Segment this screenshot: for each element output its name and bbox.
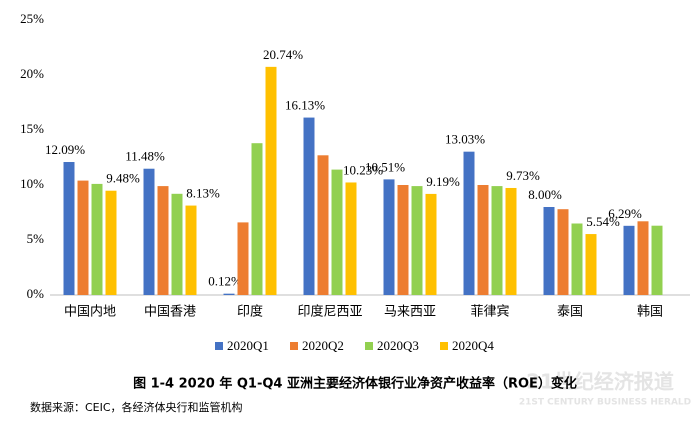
x-tick-label: 印度尼西亚	[297, 304, 362, 320]
chart-title: 图 1-4 2020 年 Q1-Q4 亚洲主要经济体银行业净资产收益率（ROE）…	[133, 376, 577, 392]
legend-label: 2020Q4	[452, 338, 494, 353]
data-label: 8.00%	[528, 187, 562, 202]
bar	[265, 66, 277, 295]
x-tick-label: 菲律宾	[470, 304, 509, 320]
bar	[651, 225, 663, 295]
bar	[63, 162, 75, 295]
bar	[317, 155, 329, 295]
data-label: 9.19%	[426, 174, 460, 189]
data-label: 5.54%	[586, 214, 620, 229]
data-label: 11.48%	[125, 149, 165, 164]
bar	[477, 185, 489, 295]
data-label: 20.74%	[263, 47, 303, 62]
bar	[505, 187, 517, 295]
legend-swatch	[440, 342, 448, 350]
data-label: 9.48%	[106, 171, 140, 186]
bar	[571, 223, 583, 295]
legend-label: 2020Q1	[227, 338, 269, 353]
bar	[543, 207, 555, 295]
data-label: 0.12%	[208, 274, 242, 289]
legend-label: 2020Q2	[302, 338, 344, 353]
bar	[251, 143, 263, 295]
bar	[157, 186, 169, 295]
data-label: 16.13%	[285, 98, 325, 113]
bar	[143, 168, 155, 295]
legend-swatch	[365, 342, 373, 350]
x-tick-label: 印度	[237, 304, 263, 320]
y-tick-label: 0%	[27, 286, 45, 301]
bar	[345, 182, 357, 295]
watermark: 21世纪经济报道	[526, 370, 674, 394]
bar	[91, 183, 103, 295]
y-tick-label: 10%	[20, 176, 44, 191]
bar	[185, 205, 197, 295]
bar	[491, 186, 503, 295]
legend-swatch	[215, 342, 223, 350]
y-tick-label: 15%	[20, 121, 44, 136]
y-tick-label: 5%	[27, 231, 45, 246]
data-label: 13.03%	[445, 132, 485, 147]
data-label: 10.23%	[343, 162, 383, 177]
bar	[77, 180, 89, 295]
bar	[383, 179, 395, 295]
y-tick-label: 25%	[20, 11, 44, 26]
x-tick-label: 韩国	[637, 305, 663, 320]
bar	[105, 190, 117, 295]
bar	[237, 222, 249, 295]
bar	[585, 234, 597, 295]
data-label: 10.51%	[365, 159, 405, 174]
bar	[411, 186, 423, 295]
y-tick-label: 20%	[20, 66, 44, 81]
bar	[463, 151, 475, 295]
bar	[623, 225, 635, 295]
source-note: 数据来源：CEIC，各经济体央行和监管机构	[30, 400, 243, 414]
legend-swatch	[290, 342, 298, 350]
bar	[637, 221, 649, 295]
data-label: 8.13%	[186, 186, 220, 201]
bar	[223, 293, 235, 295]
watermark-subtitle: 21ST CENTURY BUSINESS HERALD	[519, 398, 691, 408]
x-tick-label: 马来西亚	[384, 305, 436, 320]
legend-label: 2020Q3	[377, 338, 419, 353]
x-tick-label: 泰国	[557, 305, 583, 320]
bar	[425, 193, 437, 295]
data-label: 12.09%	[45, 142, 85, 157]
bar	[171, 193, 183, 295]
bar	[397, 185, 409, 295]
data-label: 6.29%	[608, 206, 642, 221]
data-label: 9.73%	[506, 168, 540, 183]
bar	[331, 169, 343, 295]
bar	[303, 117, 315, 295]
x-tick-label: 中国香港	[144, 305, 196, 320]
x-tick-label: 中国内地	[64, 304, 116, 320]
bar	[557, 209, 569, 295]
